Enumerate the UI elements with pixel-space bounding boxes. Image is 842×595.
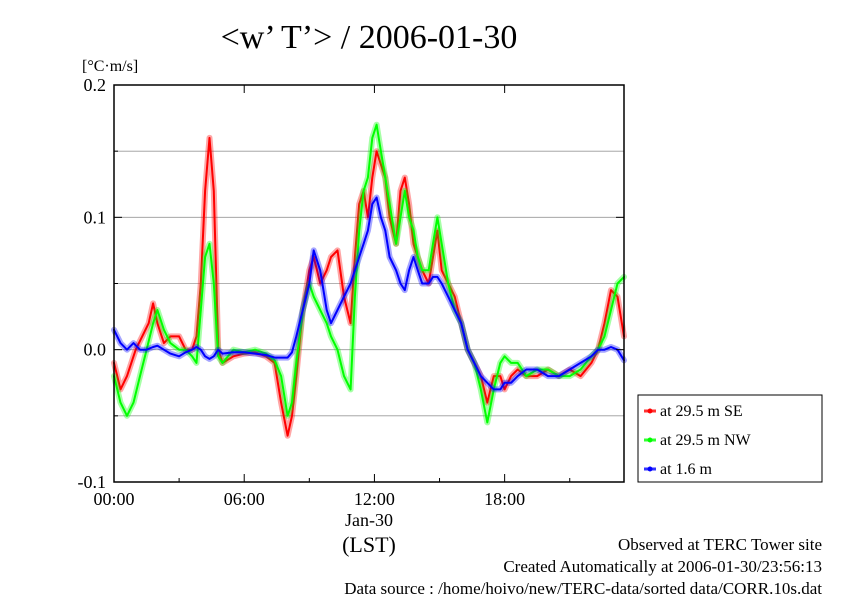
legend-label: at 29.5 m NW — [660, 432, 752, 449]
series-lines — [111, 121, 627, 439]
x-tick-label: 06:00 — [224, 489, 265, 509]
axis-ticks: -0.1 0.0 0.1 0.2 00:00 06:00 12:00 18:00 — [78, 75, 624, 509]
legend: at 29.5 m SE at 29.5 m NW at 1.6 m — [637, 394, 823, 483]
x-axis-label: (LST) — [342, 532, 396, 557]
legend-marker — [647, 437, 653, 443]
footer-created: Created Automatically at 2006-01-30/23:5… — [503, 557, 822, 576]
legend-marker — [647, 466, 653, 472]
legend-box — [637, 394, 823, 483]
y-tick-label: 0.1 — [84, 207, 107, 227]
series-line-3 — [113, 196, 625, 391]
legend-marker — [647, 408, 653, 414]
y-tick-label: 0.2 — [84, 75, 107, 95]
x-tick-label: 12:00 — [354, 489, 395, 509]
footer-source: Data source : /home/hoivo/new/TERC-data/… — [344, 579, 822, 595]
chart-title: <w’ T’> / 2006-01-30 — [221, 19, 518, 56]
legend-label: at 29.5 m SE — [660, 403, 743, 420]
legend-label: at 1.6 m — [660, 461, 713, 478]
y-axis-unit-label: [°C·m/s] — [82, 58, 138, 75]
x-tick-label: 18:00 — [484, 489, 525, 509]
x-date-label: Jan-30 — [345, 510, 393, 530]
x-tick-label: 00:00 — [93, 489, 134, 509]
footer-site: Observed at TERC Tower site — [618, 535, 822, 554]
y-tick-label: -0.1 — [78, 472, 107, 492]
series-line-2 — [113, 123, 625, 424]
y-tick-label: 0.0 — [84, 340, 107, 360]
